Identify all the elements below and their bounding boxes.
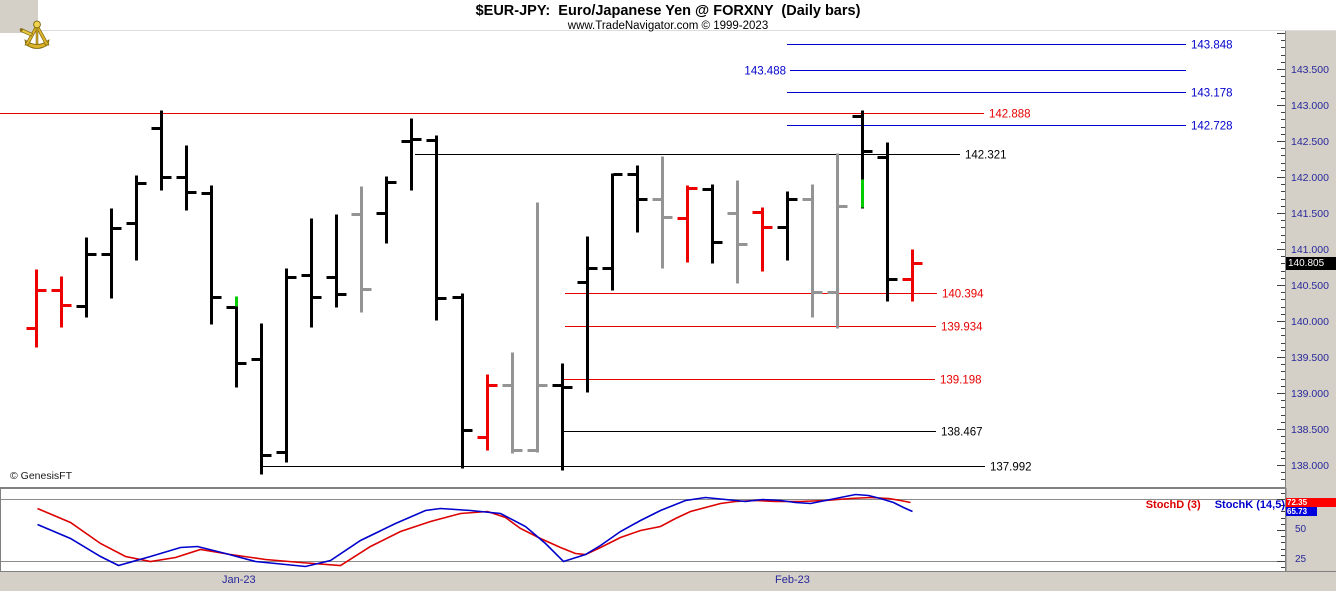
price-bar — [401, 118, 422, 191]
stoch-axis-label-25: 25 — [1295, 554, 1307, 565]
price-bar — [602, 173, 623, 291]
price-bar — [326, 214, 347, 308]
date-axis-panel[interactable] — [0, 572, 1336, 591]
current-price-badge: 140.805 — [1286, 257, 1336, 270]
price-axis-label: 139.500 — [1291, 352, 1329, 364]
price-bar — [527, 202, 548, 453]
price-axis-label: 138.500 — [1291, 424, 1329, 436]
stochd-curve — [37, 496, 911, 567]
price-bar — [877, 142, 898, 302]
level-price-label: 143.178 — [1191, 88, 1233, 100]
price-bar — [577, 236, 598, 393]
price-axis-label: 142.500 — [1291, 136, 1329, 148]
level-price-label: 137.992 — [990, 462, 1032, 474]
price-bar — [376, 176, 397, 244]
price-bar — [276, 268, 297, 463]
price-bar — [777, 191, 798, 261]
stoch-axis-label-50: 50 — [1295, 524, 1307, 535]
price-bar — [101, 208, 122, 299]
price-bar — [452, 293, 473, 469]
stochk-label[interactable]: StochK (14,5) — [1214, 499, 1285, 511]
level-price-label: 143.848 — [1191, 40, 1233, 52]
stochd-value-badge: 72.35 — [1286, 498, 1336, 507]
price-axis-label: 140.500 — [1291, 280, 1329, 292]
level-price-label: 139.198 — [940, 375, 982, 387]
level-price-label: 142.728 — [1191, 121, 1233, 133]
price-bar — [76, 237, 97, 318]
price-bar — [552, 363, 573, 471]
genesis-logo-icon[interactable] — [0, 0, 50, 49]
price-bar — [802, 184, 823, 318]
x-axis-label-jan: Jan-23 — [222, 574, 256, 586]
price-bar — [902, 249, 923, 302]
price-bar — [627, 165, 648, 233]
stochd-label[interactable]: StochD (3) — [1145, 499, 1201, 511]
price-bar — [652, 156, 673, 269]
support-resistance-line[interactable]: 142.728 — [787, 121, 1233, 133]
support-resistance-line[interactable]: 143.848 — [787, 40, 1233, 52]
x-axis-label-feb: Feb-23 — [775, 574, 810, 586]
level-price-label: 142.321 — [965, 150, 1007, 162]
price-axis-label: 138.000 — [1291, 460, 1329, 472]
support-resistance-line[interactable]: 142.321 — [415, 150, 1007, 162]
chart-subtitle: www.TradeNavigator.com © 1999-2023 — [567, 20, 769, 32]
price-axis-label: 139.000 — [1291, 388, 1329, 400]
level-price-label: 143.488 — [744, 66, 786, 78]
support-resistance-line[interactable]: 139.198 — [562, 375, 982, 387]
price-axis-label: 142.000 — [1291, 172, 1329, 184]
price-axis-label: 140.000 — [1291, 316, 1329, 328]
support-resistance-line[interactable]: 139.934 — [565, 322, 983, 334]
stochk-value-badge: 65.73 — [1286, 507, 1317, 516]
price-bar — [176, 145, 197, 211]
price-bar — [301, 218, 322, 328]
support-resistance-line[interactable]: 140.394 — [565, 289, 984, 301]
genesisft-watermark: © GenesisFT — [10, 470, 73, 482]
price-bar — [426, 135, 447, 321]
price-bar — [126, 175, 147, 261]
level-price-label: 142.888 — [989, 109, 1031, 121]
price-bar — [827, 153, 848, 329]
stoch-axis-ticks — [1277, 493, 1285, 568]
price-bar — [727, 180, 748, 284]
level-price-label: 140.394 — [942, 289, 984, 301]
stochk-curve — [37, 493, 913, 568]
price-bar — [677, 185, 698, 263]
price-axis-panel[interactable] — [1286, 31, 1336, 572]
price-bar — [251, 323, 272, 475]
price-axis-ticks — [1277, 33, 1285, 480]
support-resistance-line[interactable]: 143.488 — [744, 66, 1186, 78]
price-axis-label: 141.500 — [1291, 208, 1329, 220]
support-resistance-line[interactable]: 142.888 — [0, 109, 1031, 121]
support-resistance-line[interactable]: 143.178 — [787, 88, 1233, 100]
price-axis-label: 143.000 — [1291, 100, 1329, 112]
price-bar — [51, 276, 72, 328]
level-price-label: 138.467 — [941, 427, 983, 439]
support-resistance-line[interactable]: 138.467 — [562, 427, 983, 439]
price-bar — [351, 186, 372, 313]
price-bar — [477, 374, 498, 451]
price-bar — [752, 207, 773, 272]
level-price-label: 139.934 — [941, 322, 983, 334]
price-bar — [226, 296, 247, 388]
price-bar — [26, 269, 47, 348]
price-bar — [201, 185, 222, 325]
chart-title: $EUR-JPY: Euro/Japanese Yen @ FORXNY (Da… — [475, 3, 861, 19]
price-bar — [852, 110, 873, 209]
price-axis-label: 141.000 — [1291, 244, 1329, 256]
price-axis-label: 143.500 — [1291, 64, 1329, 76]
price-bar — [702, 184, 723, 264]
price-bar — [151, 110, 172, 191]
indicator-legend: StochD (3) StochK (14,5) — [1133, 487, 1285, 523]
price-bar — [502, 352, 523, 454]
support-resistance-line[interactable]: 137.992 — [263, 462, 1032, 474]
